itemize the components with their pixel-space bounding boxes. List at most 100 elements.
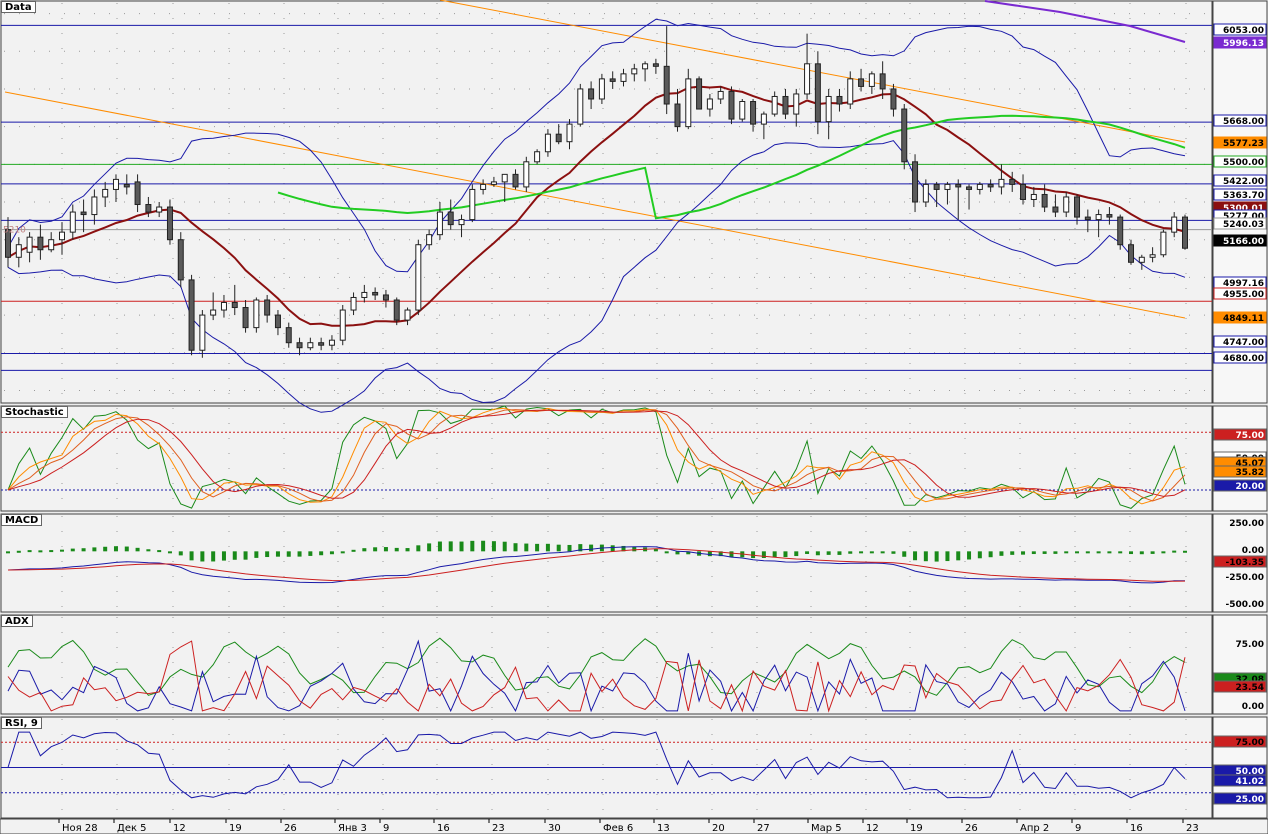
macd-histogram-bar bbox=[524, 543, 529, 552]
date-label: Мар 5 bbox=[811, 823, 842, 834]
macd-histogram-bar bbox=[859, 551, 864, 554]
candle bbox=[1128, 239, 1135, 265]
macd-histogram-bar bbox=[362, 548, 367, 552]
macd-histogram-bar bbox=[416, 545, 421, 552]
price-label-box bbox=[1213, 23, 1267, 36]
price-label-box bbox=[1213, 188, 1267, 201]
macd-histogram-bar bbox=[329, 551, 334, 555]
macd-histogram-bar bbox=[427, 543, 432, 552]
candle bbox=[858, 68, 865, 92]
price-label-box bbox=[1213, 335, 1267, 348]
rsi-line bbox=[7, 731, 1186, 799]
candle bbox=[156, 202, 163, 218]
candle bbox=[825, 88, 832, 140]
candle bbox=[1041, 184, 1048, 213]
date-label: 23 bbox=[1186, 823, 1199, 834]
candle bbox=[674, 88, 681, 132]
macd-histogram-bar bbox=[1172, 550, 1177, 553]
macd-histogram-bar bbox=[232, 551, 237, 560]
candle bbox=[436, 202, 443, 240]
candle bbox=[231, 284, 238, 316]
date-label: 27 bbox=[757, 823, 770, 834]
macd-histogram-bar bbox=[805, 551, 810, 554]
candle bbox=[48, 232, 55, 253]
adx-pane bbox=[0, 614, 1213, 715]
data-pane bbox=[0, 0, 1213, 404]
macd-histogram-bar bbox=[653, 548, 658, 552]
adx-label: 75.00 bbox=[1236, 640, 1264, 650]
macd-histogram-bar bbox=[27, 550, 32, 553]
date-label: Ноя 28 bbox=[62, 823, 98, 834]
rsi-label-box bbox=[1213, 735, 1267, 748]
candle bbox=[577, 83, 584, 127]
macd-label-box bbox=[1213, 555, 1267, 568]
candle bbox=[912, 154, 919, 213]
date-label: 30 bbox=[548, 823, 561, 834]
candle bbox=[69, 204, 76, 240]
candle bbox=[555, 124, 562, 145]
macd-histogram-bar bbox=[567, 544, 572, 552]
macd-label: -103.35 bbox=[1226, 558, 1264, 568]
macd-label: -500.00 bbox=[1226, 600, 1264, 610]
rsi-label: 41.02 bbox=[1236, 777, 1264, 787]
di-plus-line bbox=[7, 639, 1186, 713]
macd-histogram-bar bbox=[502, 541, 507, 552]
price-label: 4955.00 bbox=[1223, 290, 1264, 300]
macd-histogram-bar bbox=[470, 540, 475, 552]
price-label: 4747.00 bbox=[1223, 338, 1264, 348]
macd-histogram-bar bbox=[880, 551, 885, 554]
candle bbox=[631, 63, 638, 82]
macd-pane bbox=[0, 513, 1213, 613]
candle bbox=[123, 174, 130, 195]
stoch-label: 45.07 bbox=[1236, 459, 1264, 469]
macd-histogram-bar bbox=[1053, 551, 1058, 554]
rsi-label-box bbox=[1213, 774, 1267, 787]
price-label-box bbox=[1213, 36, 1267, 49]
adx-line bbox=[7, 637, 1186, 696]
candle bbox=[480, 179, 487, 195]
macd-histogram-bar bbox=[718, 551, 723, 557]
adx-label: 0.00 bbox=[1242, 702, 1264, 712]
stoch-label: 35.82 bbox=[1236, 468, 1264, 478]
macd-histogram-bar bbox=[373, 547, 378, 552]
candle bbox=[372, 287, 379, 300]
price-label-box bbox=[1213, 287, 1267, 300]
macd-histogram-bar bbox=[556, 544, 561, 552]
candle bbox=[80, 199, 87, 233]
candle bbox=[285, 322, 292, 348]
candle bbox=[393, 297, 400, 326]
candle bbox=[1149, 247, 1156, 263]
macd-histogram-bar bbox=[200, 551, 205, 562]
macd-histogram-bar bbox=[1096, 551, 1101, 554]
candle bbox=[620, 68, 627, 87]
trend-channel-lower bbox=[4, 91, 1186, 319]
candle bbox=[91, 189, 98, 225]
candle bbox=[58, 222, 65, 255]
macd-histogram-bar bbox=[632, 546, 637, 552]
candle bbox=[987, 179, 994, 192]
candle bbox=[350, 292, 357, 316]
macd-histogram-bar bbox=[189, 551, 194, 561]
macd-histogram-bar bbox=[1107, 551, 1112, 554]
macd-histogram-bar bbox=[1064, 551, 1069, 554]
price-label: 5422.00 bbox=[1223, 177, 1264, 187]
stoch-pane bbox=[0, 405, 1213, 512]
macd-histogram-bar bbox=[124, 546, 129, 552]
candle bbox=[523, 156, 530, 192]
rsi-label: 50.00 bbox=[1236, 767, 1264, 777]
macd-line bbox=[7, 546, 1185, 584]
macd-histogram-bar bbox=[686, 551, 691, 555]
candle bbox=[566, 119, 573, 150]
macd-histogram-bar bbox=[1161, 551, 1166, 554]
sma-green-line bbox=[277, 114, 1186, 220]
macd-histogram-bar bbox=[1010, 551, 1015, 555]
stoch-label-box bbox=[1213, 428, 1267, 441]
price-label: 5577.23 bbox=[1223, 139, 1264, 149]
candle bbox=[728, 86, 735, 125]
date-label: 26 bbox=[965, 823, 978, 834]
macd-histogram-bar bbox=[178, 551, 183, 556]
candle bbox=[5, 217, 11, 268]
macd-histogram-bar bbox=[405, 548, 410, 552]
stoch-slow-line bbox=[7, 409, 1186, 502]
